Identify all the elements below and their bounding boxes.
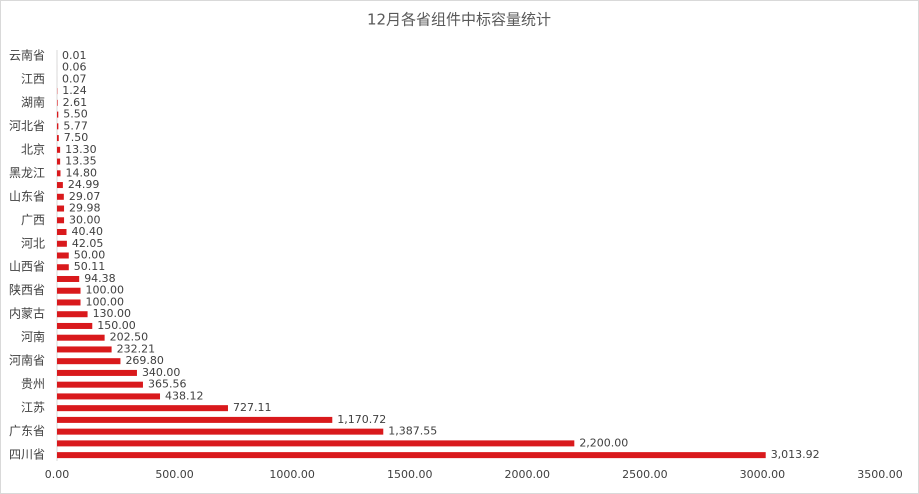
bar — [57, 311, 88, 318]
value-label: 150.00 — [97, 319, 135, 332]
value-label: 29.98 — [69, 202, 101, 215]
value-label: 3,013.92 — [771, 448, 820, 461]
x-tick-label: 2000.00 — [505, 468, 551, 481]
value-label: 29.07 — [69, 190, 101, 203]
value-label: 100.00 — [86, 284, 125, 297]
category-label: 云南省 — [9, 47, 45, 62]
category-label: 河北省 — [9, 119, 45, 133]
chart-title: 12月各省组件中标容量统计 — [367, 11, 551, 29]
bar — [57, 358, 121, 365]
bar — [57, 111, 59, 118]
bar — [57, 182, 63, 189]
bar — [57, 123, 59, 130]
category-label: 河南省 — [9, 353, 45, 368]
value-label: 1.24 — [62, 84, 87, 97]
value-label: 94.38 — [84, 272, 116, 285]
value-label: 14.80 — [65, 166, 97, 179]
bar — [57, 440, 575, 447]
bar — [57, 252, 69, 259]
bar — [57, 322, 93, 329]
category-label: 江西 — [21, 72, 45, 86]
value-label: 2,200.00 — [579, 436, 628, 449]
category-label: 山西省 — [9, 260, 45, 274]
category-label: 黑龙江 — [9, 166, 45, 180]
bar — [57, 240, 67, 247]
bar — [57, 135, 59, 142]
category-label: 北京 — [21, 142, 45, 156]
bar — [57, 416, 333, 423]
value-label: 365.56 — [148, 378, 187, 391]
value-label: 727.11 — [233, 401, 272, 414]
bar — [57, 146, 61, 153]
bar — [57, 193, 64, 200]
bar — [57, 334, 105, 341]
bar — [57, 158, 61, 165]
value-label: 438.12 — [165, 389, 204, 402]
x-tick-label: 1000.00 — [269, 468, 315, 481]
bar — [57, 217, 65, 224]
bar — [57, 205, 65, 212]
bar — [57, 428, 384, 435]
category-label: 河南 — [21, 329, 45, 344]
value-label: 40.40 — [71, 225, 103, 238]
bar — [57, 405, 228, 412]
value-label: 13.30 — [65, 143, 97, 156]
category-label: 内蒙古 — [9, 306, 45, 321]
bar — [57, 264, 69, 271]
bar — [57, 381, 143, 388]
value-label: 13.35 — [65, 155, 97, 168]
x-tick-label: 3500.00 — [857, 468, 903, 481]
bar — [57, 369, 137, 376]
value-label: 0.06 — [62, 61, 87, 74]
bar — [57, 99, 58, 106]
category-label: 陕西省 — [9, 282, 45, 297]
category-label: 山东省 — [9, 189, 45, 203]
value-label: 7.50 — [64, 131, 89, 144]
value-label: 50.11 — [74, 260, 106, 273]
bar — [57, 299, 81, 306]
category-label: 广东省 — [9, 424, 45, 438]
value-label: 0.07 — [62, 72, 87, 85]
category-label: 四川省 — [9, 448, 45, 462]
value-label: 0.01 — [62, 49, 87, 62]
bar — [57, 346, 112, 353]
value-label: 24.99 — [68, 178, 100, 191]
category-label: 湖南 — [21, 94, 45, 109]
category-label: 河北 — [21, 236, 45, 250]
value-label: 1,387.55 — [388, 425, 437, 438]
value-label: 30.00 — [69, 213, 101, 226]
bar — [57, 393, 161, 400]
x-tick-label: 2500.00 — [622, 468, 668, 481]
value-label: 100.00 — [86, 295, 125, 308]
value-label: 269.80 — [125, 354, 164, 367]
bar — [57, 170, 61, 177]
x-tick-label: 500.00 — [155, 468, 194, 481]
value-label: 130.00 — [93, 307, 132, 320]
bar — [57, 287, 81, 294]
value-label: 1,170.72 — [337, 413, 386, 426]
x-tick-label: 3000.00 — [740, 468, 786, 481]
bar — [57, 229, 67, 236]
value-label: 232.21 — [117, 342, 156, 355]
value-label: 5.50 — [63, 108, 88, 121]
value-label: 202.50 — [110, 331, 148, 344]
x-tick-label: 1500.00 — [387, 468, 433, 481]
x-tick-label: 0.00 — [45, 468, 70, 481]
value-label: 50.00 — [74, 249, 106, 262]
bar — [57, 452, 766, 459]
value-label: 2.61 — [63, 96, 88, 109]
category-label: 广西 — [21, 213, 45, 227]
value-label: 42.05 — [72, 237, 104, 250]
bar — [57, 275, 80, 282]
value-label: 5.77 — [63, 119, 88, 132]
category-label: 江苏 — [21, 401, 45, 415]
value-label: 340.00 — [142, 366, 181, 379]
category-label: 贵州 — [21, 377, 45, 391]
